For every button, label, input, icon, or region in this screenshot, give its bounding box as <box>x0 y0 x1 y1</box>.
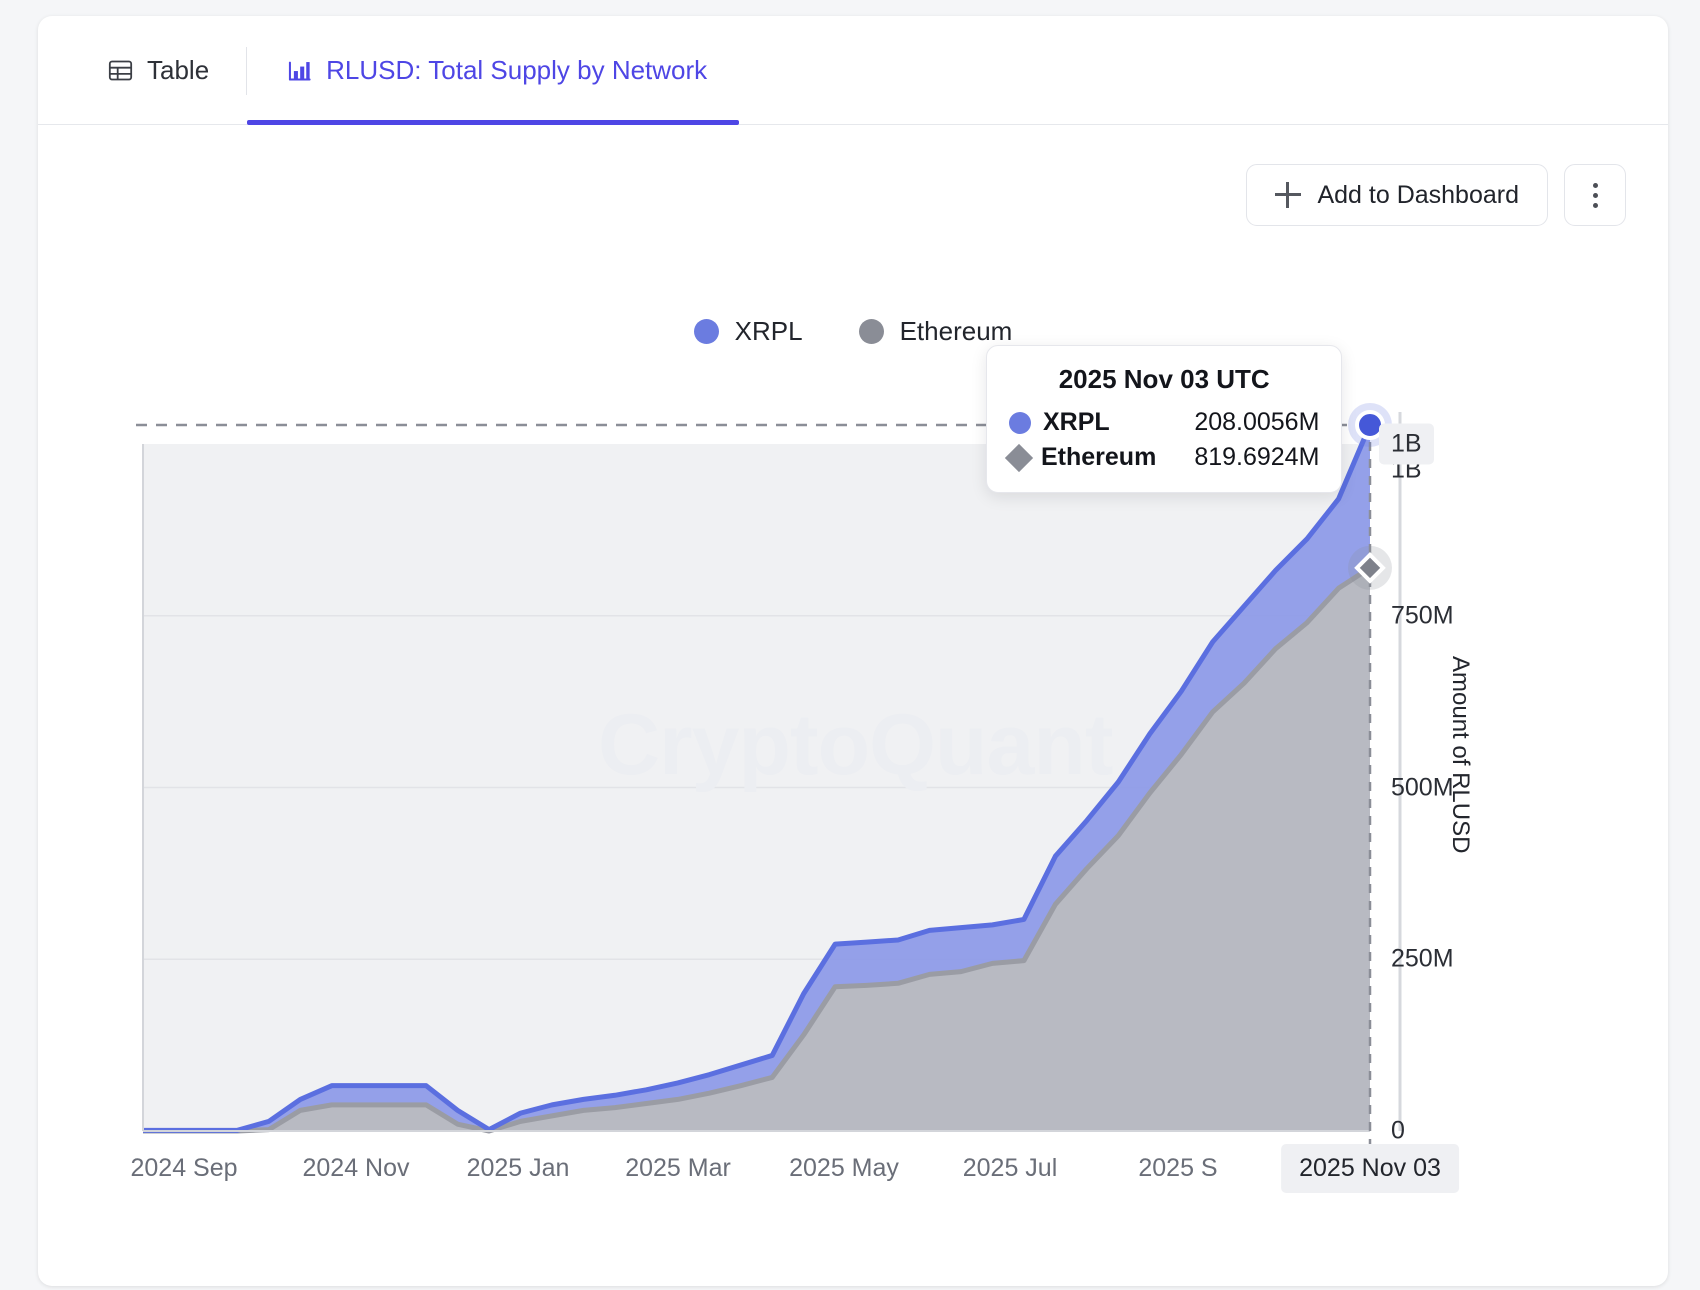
kebab-menu-icon <box>1592 192 1598 198</box>
table-icon <box>106 56 134 84</box>
tooltip-row-xrpl: XRPL 208.0056M <box>1009 408 1319 437</box>
legend-item-xrpl[interactable]: XRPL <box>693 316 803 347</box>
chart-panel: Table RLUSD: Total Supply by Network Add… <box>38 16 1668 1286</box>
tooltip-row-ethereum: Ethereum 819.6924M <box>1004 443 1320 472</box>
add-to-dashboard-button[interactable]: Add to Dashboard <box>1246 164 1548 226</box>
x-axis-tick: 2025 Jul <box>962 1154 1058 1182</box>
circle-marker-icon <box>1009 411 1031 434</box>
legend-color-swatch <box>693 319 719 344</box>
diamond-marker-icon <box>1004 443 1034 472</box>
tooltip-series-value: 819.6924M <box>1194 443 1320 471</box>
legend-color-swatch <box>858 319 884 344</box>
tab-active-indicator <box>247 119 740 125</box>
tooltip-series-name: Ethereum <box>1041 443 1157 471</box>
tab-table-label: Table <box>147 55 210 85</box>
add-to-dashboard-label: Add to Dashboard <box>1317 180 1519 209</box>
tab-chart-label: RLUSD: Total Supply by Network <box>326 55 708 85</box>
y-axis-title: Amount of RLUSD <box>1447 656 1474 854</box>
x-axis: 2024 Sep 2024 Nov 2025 Jan 2025 Mar 2025 May… <box>38 1144 1668 1204</box>
x-axis-tick: 2025 Jan <box>466 1154 570 1182</box>
x-axis-cursor-badge: 2025 Nov 03 <box>1281 1144 1459 1193</box>
chart-legend: XRPL Ethereum <box>38 316 1668 347</box>
legend-label-xrpl: XRPL <box>734 316 803 346</box>
kebab-menu-icon <box>1592 202 1598 208</box>
y-axis-tick: 1B <box>1379 423 1434 465</box>
y-axis: 0 250M 500M 750M 1B 1B <box>1373 376 1553 1176</box>
legend-item-ethereum[interactable]: Ethereum <box>858 316 1013 347</box>
tab-table[interactable]: Table <box>106 16 248 125</box>
x-axis-tick: 2024 Sep <box>130 1154 238 1182</box>
chart-tooltip: 2025 Nov 03 UTC XRPL 208.0056M Ethereum … <box>986 345 1343 493</box>
chart-toolbar: Add to Dashboard <box>1246 164 1626 226</box>
chart-plot-area[interactable] <box>38 376 1668 1176</box>
y-axis-tick: 500M <box>1391 773 1454 801</box>
y-axis-tick: 0 <box>1391 1116 1405 1145</box>
y-axis-tick: 750M <box>1391 601 1454 630</box>
x-axis-tick: 2025 May <box>789 1154 899 1182</box>
tooltip-title: 2025 Nov 03 UTC <box>1058 364 1270 394</box>
x-axis-tick: 2024 Nov <box>302 1154 410 1182</box>
more-options-button[interactable] <box>1564 164 1626 226</box>
supply-area-chart[interactable] <box>38 376 1668 1176</box>
x-axis-tick: 2025 S <box>1138 1154 1218 1182</box>
plus-icon <box>1275 182 1302 208</box>
x-axis-tick: 2025 Mar <box>625 1154 731 1182</box>
tab-bar: Table RLUSD: Total Supply by Network <box>38 16 1668 125</box>
legend-label-ethereum: Ethereum <box>899 316 1013 346</box>
y-axis-tick: 250M <box>1391 944 1454 973</box>
tooltip-series-value: 208.0056M <box>1194 408 1320 436</box>
kebab-menu-icon <box>1592 182 1598 188</box>
tab-chart[interactable]: RLUSD: Total Supply by Network <box>247 16 740 125</box>
bar-chart-icon <box>285 56 313 84</box>
cryptoquant-watermark: CryptoQuant <box>598 697 1114 793</box>
tooltip-series-name: XRPL <box>1043 408 1110 436</box>
